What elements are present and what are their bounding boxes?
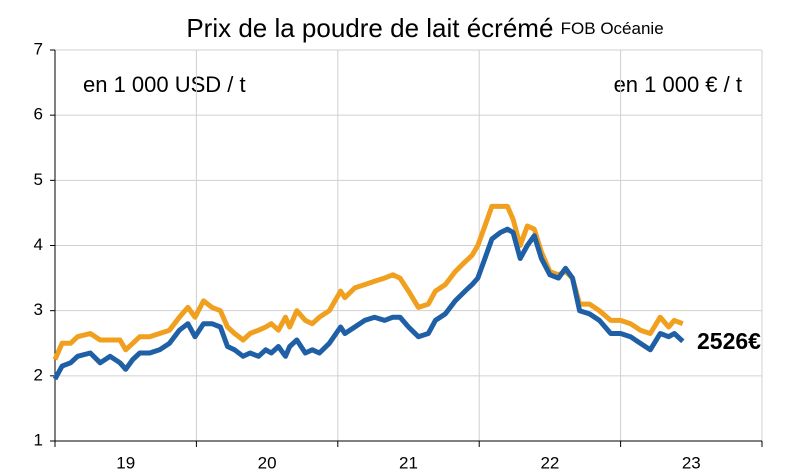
y-tick-label: 6 [34,105,43,124]
legend-usd: en 1 000 USD / t [83,72,246,97]
series-line [52,203,684,361]
y-tick-label: 4 [34,235,43,254]
legend-eur: en 1 000 € / t [614,72,742,97]
x-tick-label: 20 [258,453,277,472]
x-tick-label: 19 [116,453,135,472]
series-line [52,226,685,381]
chart-title: Prix de la poudre de lait écrémé FOB Océ… [186,13,663,43]
x-tick-label: 21 [399,453,418,472]
y-tick-label: 5 [34,170,43,189]
x-tick-label: 22 [540,453,559,472]
y-tick-label: 3 [34,300,43,319]
subtitle: FOB Océanie [561,19,664,38]
annotation: 2526€ [697,328,761,354]
x-tick-label: 23 [682,453,701,472]
title: Prix de la poudre de lait écrémé [186,13,553,43]
y-tick-label: 1 [34,430,43,449]
y-tick-label: 7 [34,39,43,58]
y-tick-label: 2 [34,365,43,384]
